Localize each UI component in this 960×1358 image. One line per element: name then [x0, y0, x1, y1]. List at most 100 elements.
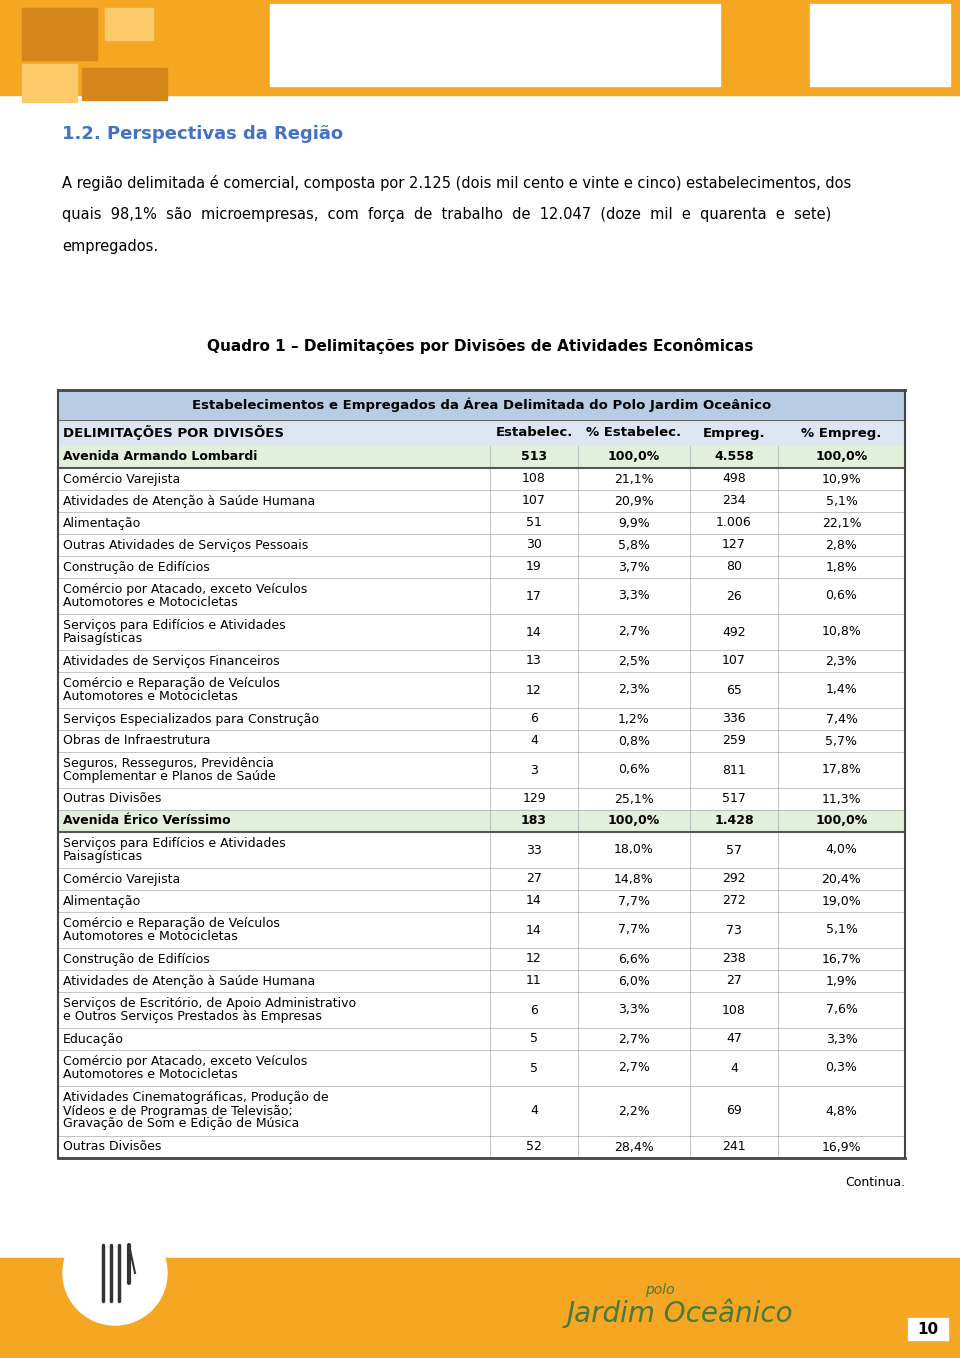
Text: 2,3%: 2,3%	[618, 683, 650, 697]
Text: Jardim Oceânico: Jardim Oceânico	[566, 1298, 793, 1328]
Text: 14,8%: 14,8%	[614, 872, 654, 885]
Bar	[58, 889, 905, 913]
Text: 4,0%: 4,0%	[826, 843, 857, 857]
Text: quais  98,1%  são  microempresas,  com  força  de  trabalho  de  12.047  (doze  : quais 98,1% são microempresas, com força…	[62, 206, 831, 221]
Text: 2,2%: 2,2%	[618, 1104, 650, 1118]
Text: 5: 5	[530, 1032, 538, 1046]
Text: 1,9%: 1,9%	[826, 975, 857, 987]
Text: Seguros, Resseguros, Previdência: Seguros, Resseguros, Previdência	[63, 756, 274, 770]
Text: 16,7%: 16,7%	[822, 952, 861, 966]
Text: 25,1%: 25,1%	[614, 793, 654, 805]
Text: 18,0%: 18,0%	[614, 843, 654, 857]
Bar	[82, 68, 167, 100]
Text: Comércio por Atacado, exceto Veículos: Comércio por Atacado, exceto Veículos	[63, 583, 307, 596]
Text: Paisagísticas: Paisagísticas	[63, 850, 143, 862]
Bar	[58, 390, 905, 420]
Text: Comércio Varejista: Comércio Varejista	[63, 872, 180, 885]
Text: 0,3%: 0,3%	[826, 1062, 857, 1074]
Text: 28,4%: 28,4%	[614, 1141, 654, 1153]
Text: 9,9%: 9,9%	[618, 516, 650, 530]
Text: 14: 14	[526, 923, 541, 937]
Text: Comércio Varejista: Comércio Varejista	[63, 473, 180, 486]
Text: 7,6%: 7,6%	[826, 1004, 857, 1017]
Text: 6: 6	[530, 713, 538, 725]
Text: Atividades de Serviços Financeiros: Atividades de Serviços Financeiros	[63, 655, 279, 668]
Text: 6: 6	[530, 1004, 538, 1017]
Bar	[58, 913, 905, 948]
Text: 19,0%: 19,0%	[822, 895, 861, 907]
Text: 7,4%: 7,4%	[826, 713, 857, 725]
Text: 6,0%: 6,0%	[618, 975, 650, 987]
Bar	[58, 1137, 905, 1158]
Text: 2,3%: 2,3%	[826, 655, 857, 668]
Text: 80: 80	[726, 561, 742, 573]
Bar	[58, 1050, 905, 1086]
Text: 19: 19	[526, 561, 541, 573]
Text: 3,3%: 3,3%	[618, 589, 650, 603]
Bar	[58, 579, 905, 614]
Text: 4: 4	[530, 1104, 538, 1118]
Text: 27: 27	[726, 975, 742, 987]
Text: 7,7%: 7,7%	[618, 895, 650, 907]
Text: 69: 69	[726, 1104, 742, 1118]
Bar	[58, 555, 905, 579]
Text: 241: 241	[722, 1141, 746, 1153]
Text: 3,3%: 3,3%	[618, 1004, 650, 1017]
Text: 0,6%: 0,6%	[618, 763, 650, 777]
Text: 14: 14	[526, 626, 541, 638]
Bar	[58, 809, 905, 832]
Text: 27: 27	[526, 872, 542, 885]
Text: 107: 107	[722, 655, 746, 668]
Text: 3,3%: 3,3%	[826, 1032, 857, 1046]
Text: 127: 127	[722, 539, 746, 551]
Text: 100,0%: 100,0%	[815, 815, 868, 827]
Text: 498: 498	[722, 473, 746, 486]
Bar	[58, 534, 905, 555]
Text: DELIMITAÇÕES POR DIVISÕES: DELIMITAÇÕES POR DIVISÕES	[63, 425, 284, 440]
Text: 108: 108	[722, 1004, 746, 1017]
Text: 1.2. Perspectivas da Região: 1.2. Perspectivas da Região	[62, 125, 343, 143]
Bar	[58, 1028, 905, 1050]
Text: 4,8%: 4,8%	[826, 1104, 857, 1118]
Bar	[810, 4, 950, 86]
Text: e Outros Serviços Prestados às Empresas: e Outros Serviços Prestados às Empresas	[63, 1010, 322, 1023]
Text: 47: 47	[726, 1032, 742, 1046]
Text: 238: 238	[722, 952, 746, 966]
Bar	[58, 788, 905, 809]
Bar	[58, 672, 905, 708]
Text: 10,8%: 10,8%	[822, 626, 861, 638]
Text: 10,9%: 10,9%	[822, 473, 861, 486]
Text: 12: 12	[526, 952, 541, 966]
Bar	[0, 0, 960, 95]
Text: 33: 33	[526, 843, 541, 857]
Text: Outras Divisões: Outras Divisões	[63, 1141, 161, 1153]
Text: Atividades de Atenção à Saúde Humana: Atividades de Atenção à Saúde Humana	[63, 975, 315, 987]
Text: 16,9%: 16,9%	[822, 1141, 861, 1153]
Text: 11,3%: 11,3%	[822, 793, 861, 805]
Text: 183: 183	[521, 815, 547, 827]
Text: 517: 517	[722, 793, 746, 805]
Bar	[0, 1258, 960, 1358]
Text: 129: 129	[522, 793, 546, 805]
Text: 5,7%: 5,7%	[826, 735, 857, 747]
Text: Outras Divisões: Outras Divisões	[63, 793, 161, 805]
Text: 1,4%: 1,4%	[826, 683, 857, 697]
Text: Continua.: Continua.	[845, 1176, 905, 1190]
Text: Construção de Edifícios: Construção de Edifícios	[63, 952, 209, 966]
Text: Alimentação: Alimentação	[63, 895, 141, 907]
Text: 20,9%: 20,9%	[614, 494, 654, 508]
Text: 7,7%: 7,7%	[618, 923, 650, 937]
Text: 13: 13	[526, 655, 541, 668]
Bar	[908, 1319, 948, 1340]
Text: 108: 108	[522, 473, 546, 486]
Text: polo: polo	[645, 1283, 675, 1297]
Text: Avenida Érico Veríssimo: Avenida Érico Veríssimo	[63, 815, 230, 827]
Text: Atividades Cinematográficas, Produção de: Atividades Cinematográficas, Produção de	[63, 1092, 328, 1104]
Text: 5,8%: 5,8%	[618, 539, 650, 551]
Text: 3,7%: 3,7%	[618, 561, 650, 573]
Bar	[58, 490, 905, 512]
Text: 51: 51	[526, 516, 542, 530]
Text: 1.006: 1.006	[716, 516, 752, 530]
Text: Paisagísticas: Paisagísticas	[63, 631, 143, 645]
Text: % Empreg.: % Empreg.	[802, 426, 881, 440]
